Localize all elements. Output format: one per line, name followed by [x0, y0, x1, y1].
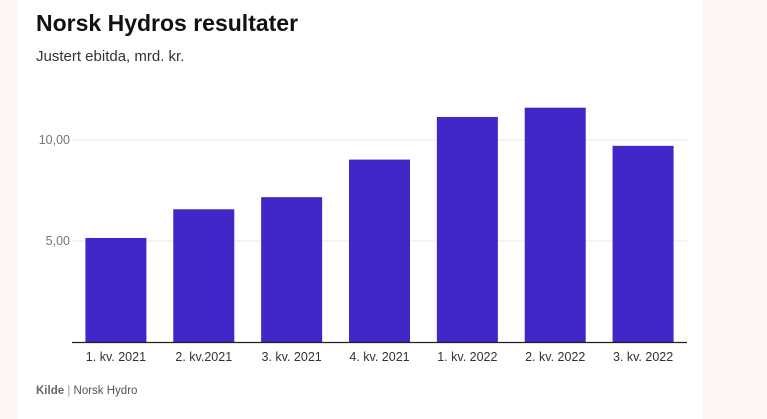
source-name: Norsk Hydro [73, 385, 138, 397]
bar [612, 145, 674, 342]
x-tick-label: 2. kv. 2022 [525, 350, 585, 364]
source-line: Kilde | Norsk Hydro [36, 385, 137, 397]
source-label: Kilde [36, 385, 65, 397]
source-separator: | [67, 385, 71, 397]
x-tick-label: 4. kv. 2021 [349, 350, 409, 364]
x-tick-label: 1. kv. 2021 [86, 350, 146, 364]
y-tick-label: 10,00 [39, 133, 70, 147]
bar [349, 159, 410, 342]
chart-subtitle: Justert ebitda, mrd. kr. [36, 48, 185, 65]
chart-card: Norsk Hydros resultater Justert ebitda, … [18, 0, 703, 419]
bar [524, 107, 586, 343]
bar [261, 197, 323, 342]
chart-title: Norsk Hydros resultater [36, 10, 299, 36]
bar [173, 209, 235, 342]
bar [436, 116, 498, 342]
x-tick-label: 3. kv. 2022 [613, 350, 673, 364]
x-tick-label: 3. kv. 2021 [262, 350, 322, 364]
y-tick-label: 5,00 [46, 234, 70, 248]
x-tick-label: 1. kv. 2022 [437, 350, 497, 364]
bar-chart: 5,00 10,00 1. kv. 2021 2. kv.2021 3. kv. 202… [39, 107, 687, 364]
x-tick-label: 2. kv.2021 [175, 350, 232, 364]
bar [85, 237, 147, 342]
